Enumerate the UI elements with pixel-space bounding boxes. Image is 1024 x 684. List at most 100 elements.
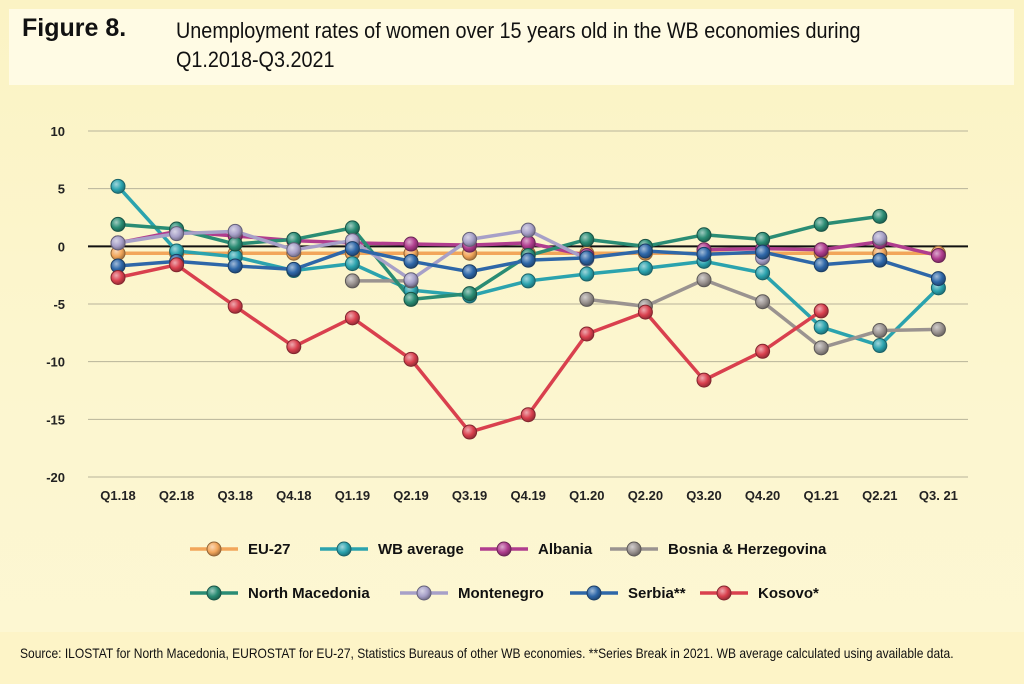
series-segment xyxy=(292,238,355,252)
data-point xyxy=(520,235,536,251)
data-point xyxy=(344,241,360,257)
data-point xyxy=(344,220,360,236)
data-point xyxy=(579,326,595,342)
series-segment xyxy=(467,412,530,434)
series-segment xyxy=(174,263,237,309)
data-point xyxy=(579,266,595,282)
data-point xyxy=(637,260,653,276)
legend-item: North Macedonia xyxy=(190,585,370,602)
source-note: Source: ILOSTAT for North Macedonia, EUR… xyxy=(20,645,954,661)
x-tick-label: Q2.18 xyxy=(159,488,194,503)
data-point xyxy=(286,261,302,277)
data-point xyxy=(637,304,653,320)
data-point xyxy=(872,338,888,354)
data-point xyxy=(227,258,243,274)
data-point xyxy=(579,291,595,307)
series-segment xyxy=(350,226,413,302)
figure-label: Figure 8. xyxy=(22,14,127,42)
series-segment xyxy=(585,249,648,260)
series-segment xyxy=(819,258,882,267)
series-segment xyxy=(878,286,941,348)
series-segment xyxy=(350,316,413,362)
series-segment xyxy=(643,249,706,257)
data-point xyxy=(169,257,185,273)
x-tick-label: Q2.19 xyxy=(393,488,428,503)
series-segment xyxy=(819,214,882,227)
series-segment xyxy=(292,226,355,242)
series-segment xyxy=(585,237,648,249)
legend-marker xyxy=(206,541,222,557)
series-segment xyxy=(526,237,589,258)
series-segment xyxy=(760,246,823,252)
series-segment xyxy=(702,278,765,304)
data-point xyxy=(696,272,712,288)
series-segment xyxy=(467,241,530,247)
data-point xyxy=(110,269,126,285)
series-segment xyxy=(233,264,296,272)
data-point xyxy=(755,294,771,310)
y-tick-label: -10 xyxy=(46,355,65,370)
series-segment xyxy=(760,309,823,354)
x-tick-label: Q3. 21 xyxy=(919,488,958,503)
data-point xyxy=(872,208,888,224)
data-point xyxy=(579,231,595,247)
data-point xyxy=(462,286,478,302)
series-segment xyxy=(585,266,648,276)
data-point xyxy=(813,319,829,335)
legend-label: Montenegro xyxy=(458,585,544,602)
x-tick-label: Q2.20 xyxy=(628,488,663,503)
data-point xyxy=(755,343,771,359)
legend-marker xyxy=(336,541,352,557)
data-point xyxy=(872,230,888,246)
data-point xyxy=(110,178,126,194)
x-tick-label: Q1.19 xyxy=(335,488,370,503)
legend-item: Serbia** xyxy=(570,585,686,602)
data-point xyxy=(813,340,829,356)
data-point xyxy=(930,271,946,287)
grid-lines xyxy=(88,130,968,478)
series-segment xyxy=(292,316,355,349)
legend-marker xyxy=(626,541,642,557)
legend-item: Albania xyxy=(480,541,593,558)
y-tick-label: -20 xyxy=(46,470,65,485)
data-point xyxy=(813,257,829,273)
data-point xyxy=(344,256,360,272)
data-point xyxy=(520,252,536,268)
legend-label: Kosovo* xyxy=(758,585,819,602)
series-segment xyxy=(409,357,472,434)
series-segment xyxy=(292,261,355,273)
x-tick-label: Q3.19 xyxy=(452,488,487,503)
data-point xyxy=(286,242,302,258)
data-point xyxy=(403,253,419,269)
data-point xyxy=(637,243,653,259)
series-lines xyxy=(116,184,941,434)
y-tick-labels: 10 5 0 -5 -10 -15 -20 xyxy=(46,124,65,485)
series-segment xyxy=(174,229,237,236)
series-segment xyxy=(116,222,179,231)
series-segment xyxy=(819,325,882,348)
series-segment xyxy=(702,233,765,242)
series-segment xyxy=(643,233,706,249)
x-tick-label: Q4.19 xyxy=(510,488,545,503)
series-segment xyxy=(878,239,941,258)
data-point xyxy=(286,339,302,355)
x-tick-label: Q1.21 xyxy=(803,488,838,503)
series-segment xyxy=(819,239,882,252)
data-point xyxy=(462,424,478,440)
legend-marker xyxy=(416,585,432,601)
series-segment xyxy=(702,250,765,257)
series-segment xyxy=(116,263,179,280)
series-segment xyxy=(350,241,413,246)
data-point xyxy=(930,321,946,337)
x-tick-label: Q1.18 xyxy=(100,488,135,503)
data-point xyxy=(403,272,419,288)
series-segment xyxy=(174,259,237,268)
x-tick-label: Q3.20 xyxy=(686,488,721,503)
series-segment xyxy=(409,237,472,282)
data-point xyxy=(110,216,126,232)
series-segment xyxy=(292,246,355,272)
series-segment xyxy=(467,279,530,298)
series-segment xyxy=(702,259,765,275)
